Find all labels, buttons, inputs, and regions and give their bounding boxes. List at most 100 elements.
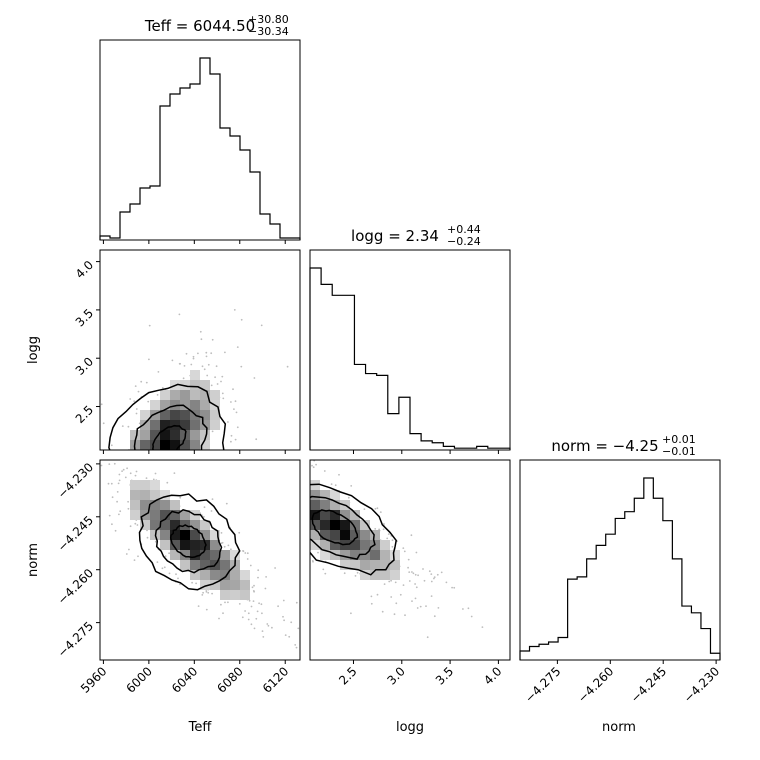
frames-layer — [99, 39, 721, 661]
sample-point-logg-norm — [268, 485, 270, 487]
sample-point-logg-norm — [302, 487, 304, 489]
sample-point-logg-norm — [414, 573, 417, 576]
sample-point-teff-norm — [282, 599, 285, 602]
sample-point-teff-logg — [98, 421, 100, 423]
density-cell-teff-norm — [130, 510, 140, 520]
sample-point-logg-norm — [445, 581, 448, 584]
density-cell-logg-norm — [320, 520, 330, 530]
sample-point-teff-norm — [250, 605, 253, 608]
density-cell-teff-norm — [190, 570, 200, 580]
sample-point-logg-norm — [275, 462, 277, 464]
sample-point-teff-norm — [94, 484, 96, 486]
sample-point-logg-norm — [412, 572, 415, 575]
sample-point-teff-logg — [235, 411, 238, 414]
sample-point-teff-logg — [154, 464, 156, 466]
density-cell-teff-logg — [180, 400, 190, 410]
sample-point-teff-logg — [190, 363, 193, 366]
sample-point-logg-norm — [317, 551, 319, 554]
sample-point-logg-norm — [407, 566, 409, 569]
sample-point-logg-norm — [266, 483, 268, 485]
density-cell-teff-norm — [220, 560, 230, 570]
sample-point-teff-logg — [161, 387, 164, 389]
sample-point-teff-norm — [91, 484, 93, 486]
density-cell-logg-norm — [320, 550, 330, 560]
sample-point-teff-logg — [215, 455, 217, 457]
sample-point-teff-logg — [176, 498, 178, 500]
sample-point-teff-norm — [211, 592, 214, 595]
sample-point-teff-norm — [135, 470, 138, 473]
sample-point-teff-norm — [127, 500, 129, 503]
sample-point-teff-logg — [119, 485, 121, 487]
density-cell-teff-logg — [170, 420, 180, 430]
sample-point-teff-norm — [134, 474, 137, 477]
title-logg-plus: +0.44 — [447, 223, 481, 236]
sample-point-logg-norm — [260, 457, 262, 459]
sample-point-logg-norm — [240, 481, 242, 483]
sample-point-teff-logg — [157, 469, 159, 471]
sample-point-teff-logg — [142, 472, 144, 474]
sample-point-teff-logg — [148, 358, 150, 361]
sample-point-teff-logg — [114, 473, 116, 475]
sample-point-teff-logg — [162, 462, 164, 464]
title-teff-plus: +30.80 — [248, 13, 289, 26]
sample-point-teff-logg — [192, 357, 195, 360]
sample-point-teff-logg — [182, 461, 184, 463]
sample-point-teff-logg — [182, 476, 184, 478]
sample-point-teff-norm — [220, 603, 222, 606]
sample-point-logg-norm — [284, 504, 286, 506]
density-cell-teff-logg — [200, 440, 210, 450]
sample-point-teff-logg — [129, 398, 132, 400]
sample-point-teff-norm — [252, 600, 255, 602]
sample-point-teff-logg — [172, 469, 174, 471]
sample-point-teff-logg — [205, 351, 208, 354]
sample-point-logg-norm — [381, 610, 384, 613]
sample-point-teff-logg — [172, 482, 174, 484]
sample-point-teff-logg — [236, 484, 238, 486]
hist-logg-series — [309, 267, 511, 450]
sample-point-logg-norm — [260, 507, 262, 509]
sample-point-teff-logg — [170, 462, 172, 464]
sample-point-logg-norm — [249, 466, 251, 468]
title-logg-minus: −0.24 — [447, 235, 481, 248]
sample-point-teff-logg — [118, 499, 120, 501]
sample-point-teff-logg — [211, 456, 213, 458]
sample-point-logg-norm — [302, 484, 304, 486]
sample-point-teff-logg — [140, 380, 143, 383]
sample-point-logg-norm — [278, 512, 280, 514]
sample-point-teff-logg — [220, 380, 222, 383]
sample-point-logg-norm — [350, 485, 353, 487]
sample-point-teff-logg — [122, 527, 124, 529]
xtick-label-norm: −4.275 — [522, 664, 563, 705]
sample-point-logg-norm — [285, 484, 287, 486]
sample-point-teff-logg — [170, 471, 172, 473]
sample-point-teff-logg — [136, 455, 138, 457]
sample-point-teff-norm — [125, 553, 128, 555]
sample-point-logg-norm — [185, 460, 187, 462]
density-cell-teff-logg — [200, 410, 210, 420]
sample-point-teff-logg — [171, 455, 173, 457]
density-cell-teff-logg — [140, 420, 150, 430]
sample-point-logg-norm — [379, 511, 382, 513]
sample-point-teff-logg — [207, 460, 209, 462]
sample-point-teff-logg — [84, 482, 86, 484]
density-cell-logg-norm — [370, 570, 380, 580]
sample-point-logg-norm — [277, 489, 279, 491]
sample-point-teff-logg — [137, 541, 139, 543]
sample-point-logg-norm — [302, 507, 304, 509]
sample-point-logg-norm — [274, 494, 276, 496]
xtick-label-teff: 5960 — [78, 664, 109, 695]
sample-point-teff-logg — [200, 473, 202, 475]
sample-point-teff-norm — [258, 602, 260, 605]
density-cell-teff-logg — [190, 370, 200, 380]
sample-point-teff-logg — [138, 523, 140, 525]
sample-point-teff-norm — [191, 581, 194, 584]
density-cell-logg-norm — [330, 500, 340, 510]
density-cell-teff-norm — [220, 570, 230, 580]
sample-point-teff-logg — [127, 425, 130, 428]
sample-point-logg-norm — [269, 500, 271, 502]
sample-point-teff-logg — [233, 408, 235, 410]
sample-point-logg-norm — [253, 471, 255, 473]
sample-point-teff-norm — [113, 462, 116, 465]
sample-point-teff-logg — [216, 383, 219, 385]
sample-point-teff-logg — [183, 470, 185, 472]
